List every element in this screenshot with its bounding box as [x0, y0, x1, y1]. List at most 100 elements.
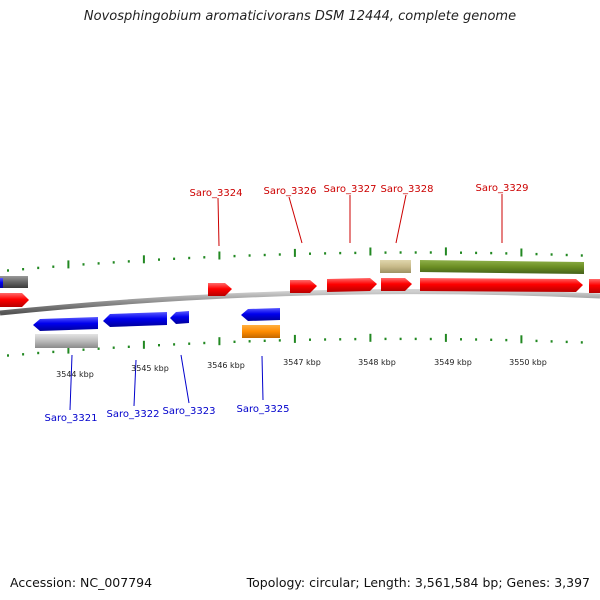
genome-summary-text: Topology: circular; Length: 3,561,584 bp…: [246, 575, 590, 590]
upper-track-minor-tick: [399, 251, 402, 254]
lower-track-minor-tick: [203, 341, 206, 345]
lower-track-minor-tick: [535, 339, 538, 343]
upper-track-minor-tick: [414, 251, 417, 254]
upper-track-minor-tick: [550, 253, 553, 256]
upper-track-minor-tick: [233, 254, 236, 258]
upper-track-major-tick: [520, 248, 523, 257]
lower-track-minor-tick: [354, 337, 357, 341]
lower-track-minor-tick: [339, 338, 342, 341]
lower-track-minor-tick: [580, 341, 583, 344]
upper-track-minor-tick: [535, 252, 538, 256]
gene-label-saro-3321[interactable]: Saro_3321: [45, 413, 98, 424]
lower-track-minor-tick: [505, 338, 508, 342]
upper-track-minor-tick: [97, 262, 100, 265]
accession-text: Accession: NC_007794: [10, 575, 153, 590]
lower-track-minor-tick: [52, 350, 55, 354]
gene-arrow-saro-3329[interactable]: [420, 278, 583, 292]
upper-track-minor-tick: [384, 251, 387, 254]
upper-track-minor-tick: [263, 253, 266, 257]
gene-arrow-saro-3325[interactable]: [241, 308, 280, 321]
tick-label-3546: 3546 kbp: [207, 361, 245, 370]
upper-track-minor-tick: [158, 258, 160, 261]
upper-track-minor-tick: [324, 252, 327, 255]
tick-label-3547: 3547 kbp: [283, 358, 321, 367]
upper-track-minor-tick: [354, 251, 357, 255]
lower-track-minor-tick: [384, 337, 387, 341]
feature-bar-olive[interactable]: [420, 260, 584, 274]
leader-saro-3328: [395, 194, 407, 244]
lower-track-minor-tick: [324, 338, 327, 341]
lower-track-minor-tick: [82, 348, 85, 351]
upper-track-minor-tick: [82, 263, 85, 266]
gene-arrow-saro-3323[interactable]: [170, 311, 189, 324]
lower-track-minor-tick: [97, 347, 100, 350]
lower-track-major-tick: [444, 333, 447, 342]
gene-arrow-saro-3327[interactable]: [327, 278, 377, 292]
lower-tick-track: [7, 333, 583, 357]
leader-saro-3326: [288, 196, 303, 244]
scale-tick-labels: 3544 kbp 3545 kbp 3546 kbp 3547 kbp 3548…: [56, 358, 547, 379]
lower-track-minor-tick: [127, 345, 130, 348]
upper-track-minor-tick: [52, 265, 55, 268]
upper-track-minor-tick: [429, 251, 432, 254]
feature-bar-gray[interactable]: [35, 334, 98, 348]
upper-track-minor-tick: [112, 261, 115, 264]
gene-label-saro-3325[interactable]: Saro_3325: [237, 404, 290, 415]
lower-track-major-tick: [520, 335, 523, 344]
leader-saro-3324: [217, 197, 220, 247]
upper-track-minor-tick: [127, 260, 130, 263]
gene-label-saro-3327[interactable]: Saro_3327: [324, 184, 377, 195]
leader-saro-3323: [180, 354, 190, 404]
feature-bar-orange[interactable]: [242, 325, 280, 338]
upper-track-major-tick: [142, 255, 145, 264]
lower-track-minor-tick: [278, 339, 281, 342]
feature-bar-blue-edge[interactable]: [0, 278, 3, 288]
upper-track-major-tick: [369, 247, 372, 256]
gene-label-saro-3322[interactable]: Saro_3322: [107, 409, 160, 420]
gene-arrow-right-edge-red[interactable]: [589, 279, 600, 293]
upper-track-minor-tick: [22, 268, 25, 271]
gene-arrow-saro-3324[interactable]: [208, 283, 232, 296]
lower-track-major-tick: [67, 345, 70, 354]
lower-track-major-tick: [142, 340, 145, 349]
lower-track-minor-tick: [565, 340, 568, 344]
lower-track-minor-tick: [188, 342, 191, 345]
gene-arrow-left-edge-red[interactable]: [0, 293, 29, 307]
upper-track-major-tick: [444, 247, 447, 256]
lower-track-major-tick: [369, 333, 372, 342]
tick-label-3545: 3545 kbp: [131, 364, 169, 373]
feature-bar-khaki[interactable]: [380, 260, 411, 273]
feature-bar-dark-gray[interactable]: [0, 276, 28, 288]
gene-arrow-saro-3321[interactable]: [33, 317, 98, 331]
upper-track-minor-tick: [173, 257, 176, 260]
lower-track-minor-tick: [399, 337, 402, 341]
lower-track-minor-tick: [248, 340, 251, 343]
gene-arrow-saro-3322[interactable]: [103, 312, 167, 327]
lower-track-minor-tick: [37, 351, 40, 355]
gene-label-saro-3326[interactable]: Saro_3326: [264, 186, 317, 197]
upper-track-major-tick: [67, 260, 70, 269]
lower-track-minor-tick: [490, 338, 493, 341]
upper-track-minor-tick: [278, 253, 281, 256]
upper-track-minor-tick: [339, 251, 342, 255]
upper-track-minor-tick: [309, 252, 311, 255]
gene-label-saro-3323[interactable]: Saro_3323: [163, 406, 216, 417]
lower-track-minor-tick: [309, 338, 311, 341]
gene-arrow-saro-3328[interactable]: [381, 278, 412, 291]
label-leaders: [69, 194, 503, 411]
upper-track-major-tick: [218, 251, 221, 260]
upper-track-major-tick: [293, 248, 296, 257]
upper-track-minor-tick: [580, 254, 583, 257]
forward-gene-labels: Saro_3324 Saro_3326 Saro_3327 Saro_3328 …: [190, 183, 529, 199]
lower-track-minor-tick: [112, 346, 115, 349]
upper-track-minor-tick: [490, 251, 493, 255]
genome-backbone: [0, 289, 600, 316]
forward-strand-genes: [0, 260, 600, 307]
gene-label-saro-3324[interactable]: Saro_3324: [190, 188, 243, 199]
upper-track-minor-tick: [475, 251, 478, 255]
gene-label-saro-3328[interactable]: Saro_3328: [381, 184, 434, 195]
gene-arrow-saro-3326[interactable]: [290, 280, 317, 293]
gene-label-saro-3329[interactable]: Saro_3329: [476, 183, 529, 194]
leader-saro-3325: [261, 355, 264, 401]
tick-label-3549: 3549 kbp: [434, 358, 472, 367]
